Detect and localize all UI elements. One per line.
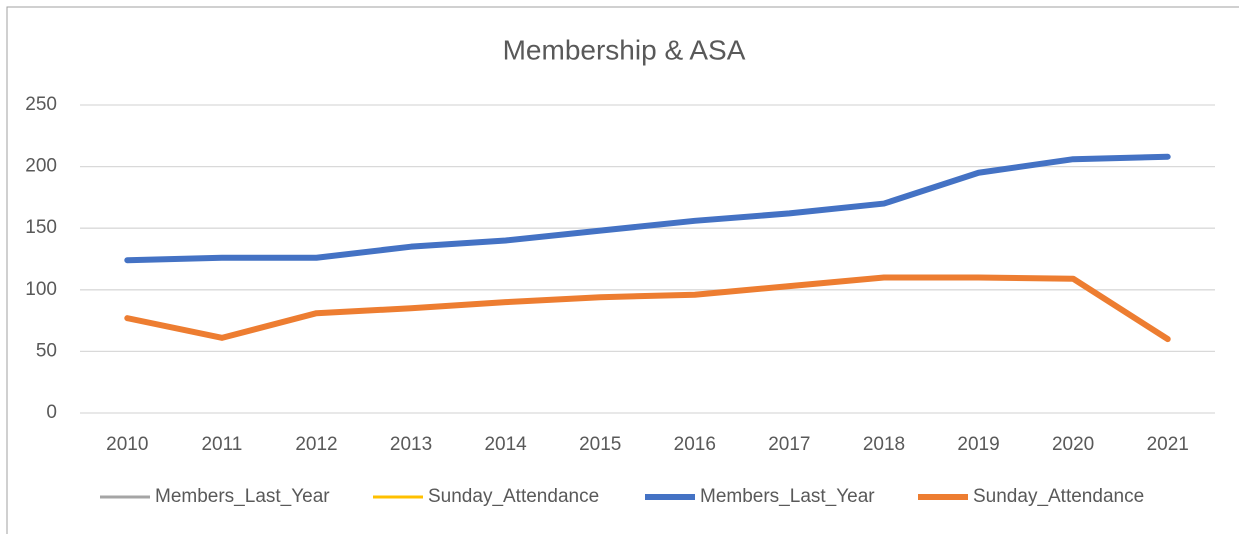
chart-frame bbox=[6, 6, 1239, 534]
series-line bbox=[124, 153, 1171, 264]
chart-title: Membership & ASA bbox=[503, 34, 746, 65]
x-tick-label: 2011 bbox=[201, 434, 242, 455]
x-tick-label: 2010 bbox=[106, 434, 148, 455]
x-tick-label: 2013 bbox=[390, 434, 432, 455]
x-tick-label: 2020 bbox=[1052, 434, 1094, 455]
legend-label: Members_Last_Year bbox=[155, 486, 330, 507]
legend-label: Sunday_Attendance bbox=[973, 486, 1144, 507]
legend-label: Sunday_Attendance bbox=[428, 486, 599, 507]
x-tick-label: 2014 bbox=[484, 434, 527, 455]
series-line bbox=[124, 274, 1171, 343]
y-tick-label: 250 bbox=[25, 94, 57, 115]
x-tick-label: 2018 bbox=[863, 434, 905, 455]
x-tick-label: 2015 bbox=[579, 434, 621, 455]
y-tick-label: 50 bbox=[36, 340, 57, 361]
legend-label: Members_Last_Year bbox=[700, 486, 875, 507]
y-tick-label: 0 bbox=[46, 402, 57, 423]
y-tick-label: 150 bbox=[25, 217, 57, 238]
x-tick-label: 2016 bbox=[674, 434, 716, 455]
x-tick-label: 2017 bbox=[768, 434, 810, 455]
x-tick-label: 2021 bbox=[1147, 434, 1189, 455]
x-tick-label: 2012 bbox=[295, 434, 337, 455]
y-tick-label: 200 bbox=[25, 156, 57, 177]
y-tick-label: 100 bbox=[25, 279, 57, 300]
x-tick-label: 2019 bbox=[957, 434, 999, 455]
